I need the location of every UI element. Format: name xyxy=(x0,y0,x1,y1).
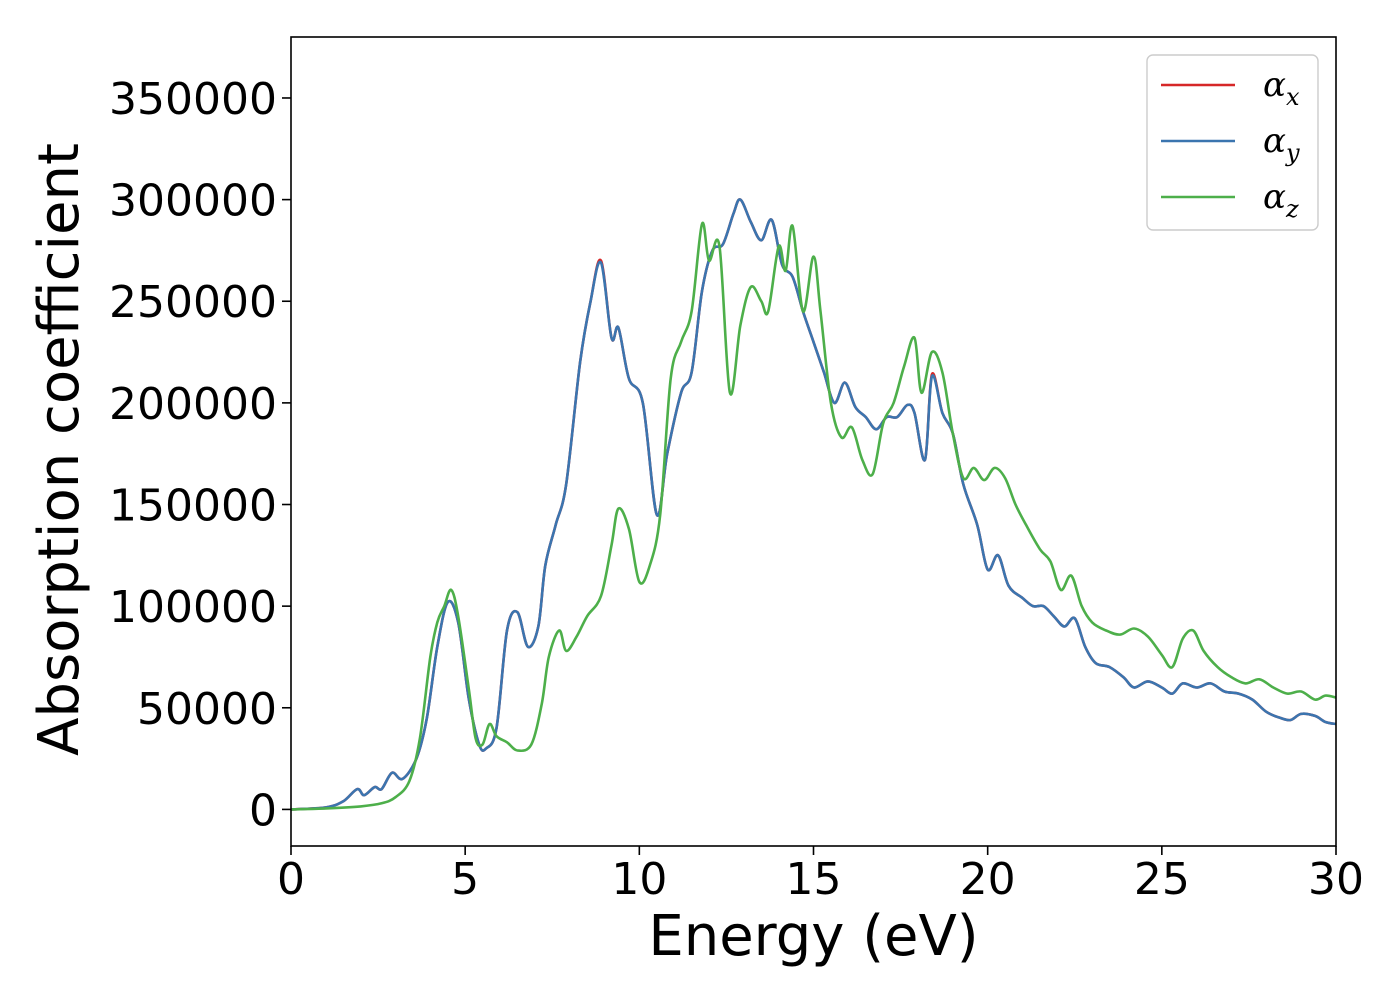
x-axis-ticks: 0 5 10 15 20 25 30 xyxy=(277,846,1364,905)
x-axis-label: Energy (eV) xyxy=(648,904,978,969)
y-tick-label: 300000 xyxy=(109,176,277,227)
y-tick-label: 0 xyxy=(249,785,277,836)
x-tick-label: 30 xyxy=(1308,854,1364,905)
series-line-y xyxy=(291,198,1336,811)
y-axis-ticks: 0 50000 100000 150000 200000 250000 300000 3500… xyxy=(109,74,291,836)
series-group xyxy=(291,198,1336,811)
x-tick-label: 15 xyxy=(786,854,842,905)
x-tick-label: 5 xyxy=(451,854,479,905)
series-line-z xyxy=(291,221,1336,811)
y-axis-label: Absorption coefficient xyxy=(27,143,92,756)
x-tick-label: 25 xyxy=(1134,854,1190,905)
legend-box xyxy=(1146,54,1319,231)
series-line-x xyxy=(291,198,1336,811)
x-tick-label: 0 xyxy=(277,854,305,905)
y-tick-label: 50000 xyxy=(137,684,277,735)
y-tick-label: 350000 xyxy=(109,74,277,125)
y-tick-label: 200000 xyxy=(109,379,277,430)
y-tick-label: 100000 xyxy=(109,582,277,633)
y-tick-label: 250000 xyxy=(109,277,277,328)
x-tick-label: 20 xyxy=(960,854,1016,905)
y-tick-label: 150000 xyxy=(109,481,277,532)
x-tick-label: 10 xyxy=(611,854,667,905)
